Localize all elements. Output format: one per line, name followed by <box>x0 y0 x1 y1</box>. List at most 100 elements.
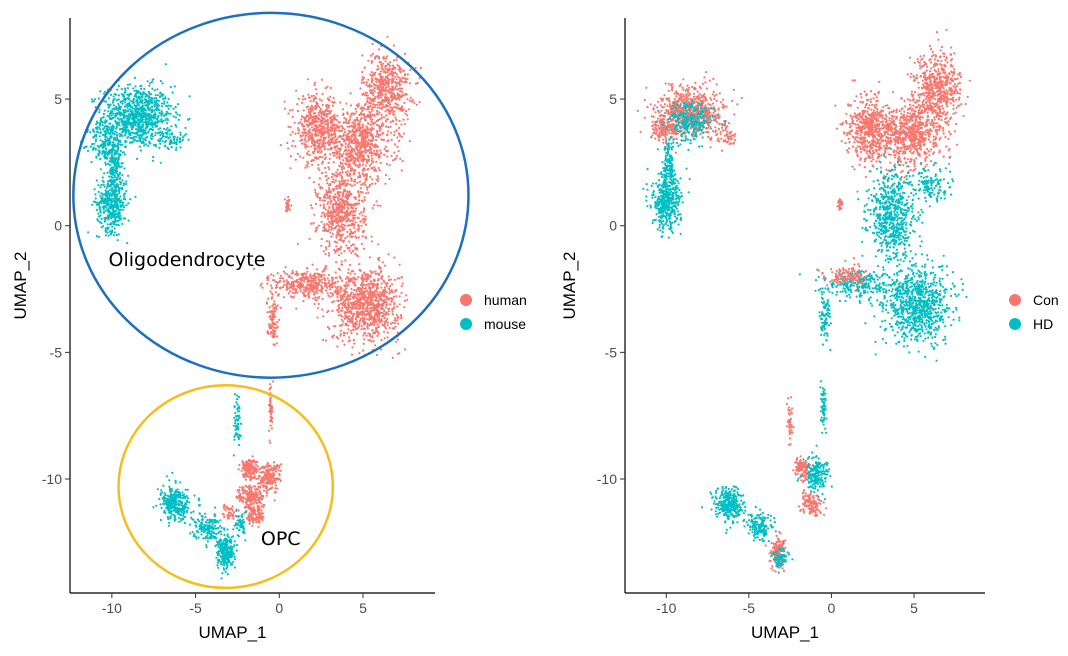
data-point <box>317 111 320 114</box>
data-point <box>357 190 360 193</box>
data-point <box>130 141 133 144</box>
data-point <box>352 324 355 327</box>
data-point <box>360 284 363 287</box>
data-point <box>365 81 368 84</box>
data-point <box>328 168 331 171</box>
data-point <box>377 301 380 304</box>
data-point <box>363 312 366 316</box>
data-point <box>362 320 365 323</box>
data-point <box>184 133 187 136</box>
data-point <box>118 154 121 157</box>
data-point <box>383 153 386 156</box>
data-point <box>112 197 115 200</box>
data-point <box>380 152 383 155</box>
data-point <box>341 162 344 165</box>
data-point <box>297 129 300 132</box>
data-point <box>289 290 292 293</box>
data-point <box>101 176 104 179</box>
data-point <box>174 123 177 126</box>
data-point <box>141 114 144 117</box>
data-point <box>108 114 111 118</box>
data-point <box>333 124 336 127</box>
data-point <box>109 193 112 197</box>
data-point <box>343 311 346 314</box>
data-point <box>128 103 131 106</box>
data-point <box>337 310 340 314</box>
data-point <box>391 308 394 311</box>
data-point <box>360 158 363 161</box>
data-point <box>93 130 96 133</box>
data-point <box>374 272 377 275</box>
data-point <box>113 214 116 217</box>
data-point <box>310 132 313 135</box>
data-point <box>366 318 369 321</box>
data-point <box>373 114 376 117</box>
data-point <box>118 191 121 195</box>
data-point <box>123 153 126 156</box>
data-point <box>113 193 116 196</box>
data-point <box>153 89 156 92</box>
data-point <box>159 95 162 98</box>
data-point <box>391 89 394 92</box>
data-point <box>111 141 115 144</box>
data-point <box>179 146 182 149</box>
data-point <box>103 205 106 208</box>
data-point <box>305 131 308 134</box>
data-point <box>164 131 167 134</box>
data-point <box>345 118 348 121</box>
data-point <box>387 74 390 77</box>
data-point <box>321 156 324 159</box>
data-point <box>301 125 304 128</box>
data-point <box>380 70 383 73</box>
data-point <box>337 305 340 308</box>
data-point <box>270 287 273 290</box>
data-point <box>348 136 351 139</box>
data-point <box>376 279 379 282</box>
data-point <box>347 336 351 339</box>
data-point <box>112 209 115 212</box>
data-point <box>383 147 386 151</box>
data-point <box>355 323 358 326</box>
data-point <box>314 129 318 133</box>
data-point <box>386 62 389 65</box>
data-point <box>387 253 390 256</box>
data-point <box>120 165 123 168</box>
data-point <box>164 114 167 117</box>
data-point <box>356 105 360 108</box>
data-point <box>362 221 365 224</box>
data-point <box>368 101 371 105</box>
data-point <box>396 106 399 110</box>
data-point <box>352 142 356 145</box>
data-point <box>362 305 365 308</box>
data-point <box>341 339 344 342</box>
data-point <box>391 120 394 123</box>
data-point <box>155 99 158 102</box>
data-point <box>399 314 403 317</box>
data-point <box>114 217 117 221</box>
data-point <box>328 240 331 243</box>
data-point <box>115 196 118 199</box>
data-point <box>393 106 396 109</box>
data-point <box>325 178 328 182</box>
data-point <box>378 90 381 93</box>
data-point <box>355 278 358 281</box>
data-point <box>99 214 102 217</box>
data-point <box>352 211 355 214</box>
data-point <box>145 109 148 112</box>
data-point <box>154 120 157 123</box>
data-point <box>176 136 179 139</box>
data-point <box>296 152 299 155</box>
data-point <box>346 235 349 238</box>
data-point <box>373 323 376 327</box>
data-point <box>358 324 361 327</box>
data-point <box>391 321 394 324</box>
data-point <box>142 91 145 94</box>
data-point <box>362 271 365 274</box>
data-point <box>405 93 408 96</box>
data-point <box>151 105 154 109</box>
data-point <box>307 119 310 122</box>
data-point <box>122 206 126 209</box>
data-point <box>350 210 353 213</box>
data-point <box>137 121 141 125</box>
data-point <box>383 316 386 320</box>
